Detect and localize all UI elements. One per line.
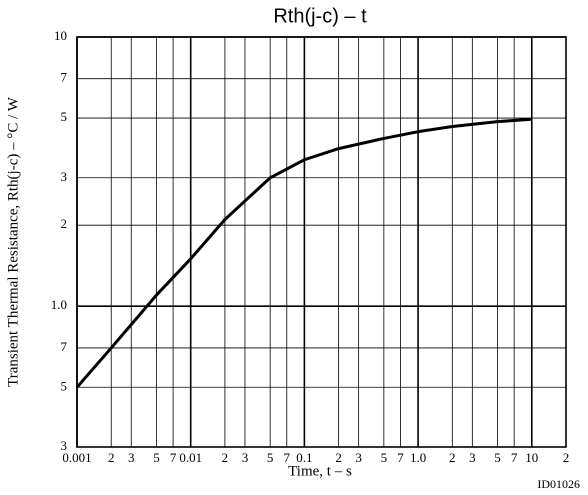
y-tick-label: 5	[61, 378, 68, 393]
y-tick-label: 3	[61, 169, 68, 184]
chart-title: Rth(j-c) – t	[273, 5, 367, 27]
y-tick-label: 2	[61, 216, 68, 231]
x-tick-label: 7	[170, 450, 177, 465]
x-tick-label: 3	[469, 450, 476, 465]
x-tick-label: 10	[525, 450, 538, 465]
x-tick-label: 3	[242, 450, 249, 465]
y-tick-label: 7	[61, 70, 68, 85]
x-tick-label: 0.01	[179, 450, 202, 465]
y-tick-label: 3	[61, 438, 68, 453]
y-tick-label: 1.0	[51, 297, 67, 312]
x-tick-label: 2	[563, 450, 570, 465]
x-tick-label: 5	[381, 450, 388, 465]
x-tick-label: 2	[335, 450, 342, 465]
y-tick-label: 10	[54, 28, 67, 43]
x-tick-label: 7	[284, 450, 291, 465]
x-tick-label: 2	[222, 450, 229, 465]
x-axis-label: Time, t – s	[288, 463, 352, 479]
y-tick-label: 5	[61, 109, 68, 124]
x-tick-label: 7	[397, 450, 404, 465]
y-tick-label: 7	[61, 339, 68, 354]
x-tick-label: 2	[108, 450, 115, 465]
x-tick-label: 5	[494, 450, 501, 465]
x-tick-label: 3	[128, 450, 135, 465]
x-tick-label: 0.1	[296, 450, 312, 465]
x-tick-label: 2	[449, 450, 456, 465]
x-tick-label: 3	[355, 450, 362, 465]
x-tick-label: 5	[153, 450, 160, 465]
x-tick-label: 1.0	[410, 450, 426, 465]
x-tick-label: 0.001	[62, 450, 91, 465]
plot-frame	[76, 36, 567, 448]
annotation: ID01026	[537, 477, 580, 491]
y-axis-label: Transient Thermal Resistance, Rth(j-c) –…	[5, 96, 21, 387]
data-line	[75, 117, 532, 389]
x-tick-label: 7	[511, 450, 518, 465]
x-tick-label: 5	[267, 450, 274, 465]
